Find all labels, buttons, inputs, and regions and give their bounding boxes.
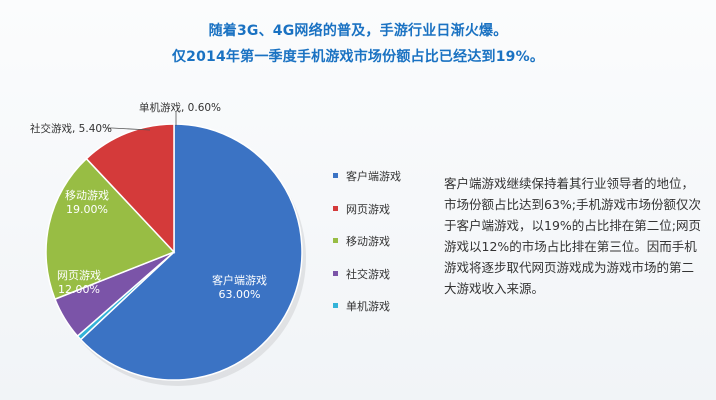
summary-line: 游戏将逐步取代网页游戏成为游戏市场的第二 — [444, 260, 695, 275]
slice-label-client: 客户端游戏 63.00% — [212, 274, 267, 302]
legend-swatch — [333, 205, 338, 211]
legend-item: 单机游戏 — [333, 298, 401, 331]
summary-line: 市场份额占比达到63%;手机游戏市场份额仅次 — [444, 197, 701, 212]
callout-standalone: 单机游戏, 0.60% — [139, 102, 222, 114]
slice-label-mobile: 移动游戏 19.00% — [65, 189, 109, 217]
headline-line-1: 随着3G、4G网络的普及，手游行业日渐火爆。 — [208, 23, 508, 39]
legend-label: 单机游戏 — [346, 300, 390, 313]
summary-line: 大游戏收入来源。 — [444, 281, 545, 296]
legend-swatch — [333, 238, 338, 243]
callout-social: 社交游戏, 5.40% — [30, 123, 113, 135]
slice-label-web-name: 网页游戏 — [57, 269, 101, 282]
legend-label: 社交游戏 — [346, 267, 390, 281]
summary-line: 游戏以12%的市场占比排在第三位。因而手机 — [444, 239, 697, 254]
pie-slice-client — [79, 123, 303, 381]
legend-item: 移动游戏 — [333, 233, 401, 266]
headline-line-2: 仅2014年第一季度手机游戏市场份额占比已经达到19%。 — [171, 49, 545, 65]
legend-item: 社交游戏 — [333, 266, 401, 299]
legend-item: 网页游戏 — [333, 201, 401, 234]
slice-label-web: 网页游戏 12.00% — [57, 269, 101, 297]
summary-line: 于客户端游戏，以19%的占比排在第二位;网页 — [444, 218, 701, 233]
legend-item: 客户端游戏 — [333, 168, 401, 201]
slice-label-mobile-value: 19.00% — [66, 203, 108, 216]
slice-label-web-value: 12.00% — [58, 283, 100, 296]
summary-text: 客户端游戏继续保持着其行业领导者的地位， 市场份额占比达到63%;手机游戏市场份… — [444, 173, 701, 299]
slice-label-mobile-name: 移动游戏 — [65, 189, 109, 202]
summary-line: 客户端游戏继续保持着其行业领导者的地位， — [444, 176, 695, 191]
slice-label-client-name: 客户端游戏 — [212, 274, 267, 287]
legend-swatch — [333, 173, 338, 178]
headline: 随着3G、4G网络的普及，手游行业日渐火爆。 仅2014年第一季度手机游戏市场份… — [0, 18, 716, 70]
legend-label: 移动游戏 — [346, 235, 390, 248]
pie-slice-web — [85, 123, 175, 254]
pie-slice-mobile — [45, 157, 176, 301]
legend-label: 客户端游戏 — [346, 170, 401, 183]
legend: 客户端游戏 网页游戏 移动游戏 社交游戏 单机游戏 — [333, 168, 401, 331]
legend-swatch — [333, 270, 338, 276]
legend-swatch — [333, 303, 338, 308]
legend-label: 网页游戏 — [346, 202, 390, 216]
slice-label-client-value: 63.00% — [218, 288, 261, 301]
leader-line-social — [106, 127, 151, 131]
